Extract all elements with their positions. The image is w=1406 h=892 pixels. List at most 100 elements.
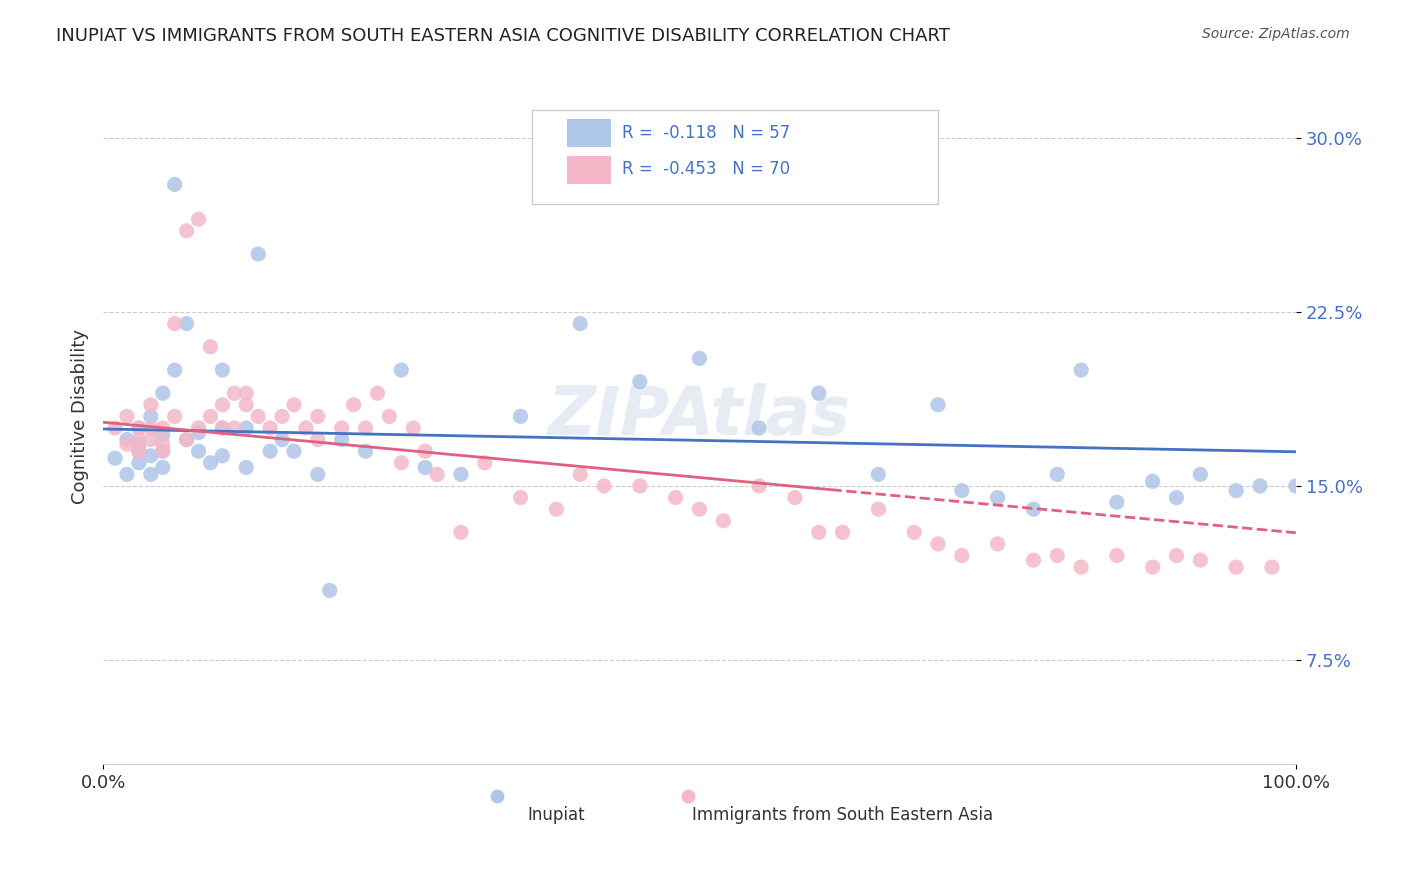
Point — [1070, 560, 1092, 574]
Point — [783, 491, 806, 505]
Point — [211, 363, 233, 377]
Point — [152, 428, 174, 442]
Point — [211, 421, 233, 435]
Point — [235, 421, 257, 435]
Point — [319, 583, 342, 598]
Point — [211, 398, 233, 412]
Point — [330, 433, 353, 447]
Point — [330, 421, 353, 435]
Text: INUPIAT VS IMMIGRANTS FROM SOUTH EASTERN ASIA COGNITIVE DISABILITY CORRELATION C: INUPIAT VS IMMIGRANTS FROM SOUTH EASTERN… — [56, 27, 950, 45]
Point — [593, 479, 616, 493]
Point — [413, 444, 436, 458]
Point — [128, 444, 150, 458]
Point — [354, 444, 377, 458]
Text: ZIPAtlas: ZIPAtlas — [548, 384, 851, 450]
Point — [176, 433, 198, 447]
Point — [389, 456, 412, 470]
Point — [868, 502, 890, 516]
Point — [200, 340, 222, 354]
Point — [927, 537, 949, 551]
Point — [950, 549, 973, 563]
Point — [176, 433, 198, 447]
Point — [665, 491, 688, 505]
Point — [235, 460, 257, 475]
Text: Source: ZipAtlas.com: Source: ZipAtlas.com — [1202, 27, 1350, 41]
Text: R =  -0.453   N = 70: R = -0.453 N = 70 — [621, 161, 790, 178]
Point — [187, 425, 209, 440]
Point — [1249, 479, 1271, 493]
Point — [115, 433, 138, 447]
Point — [450, 467, 472, 482]
Point — [224, 386, 246, 401]
Point — [115, 437, 138, 451]
Point — [413, 460, 436, 475]
Point — [152, 444, 174, 458]
Point — [688, 502, 710, 516]
Point — [139, 421, 162, 435]
Point — [378, 409, 401, 424]
Point — [1022, 502, 1045, 516]
Point — [628, 375, 651, 389]
Point — [1105, 549, 1128, 563]
Point — [1070, 363, 1092, 377]
Point — [128, 421, 150, 435]
Point — [1046, 549, 1069, 563]
Point — [224, 421, 246, 435]
Point — [139, 467, 162, 482]
Point — [259, 421, 281, 435]
Point — [307, 409, 329, 424]
Point — [628, 479, 651, 493]
Point — [176, 317, 198, 331]
Point — [987, 537, 1010, 551]
Point — [139, 398, 162, 412]
Point — [152, 460, 174, 475]
Point — [211, 421, 233, 435]
Point — [247, 247, 270, 261]
Point — [748, 421, 770, 435]
Point — [402, 421, 425, 435]
Point — [139, 409, 162, 424]
Point — [259, 444, 281, 458]
Point — [426, 467, 449, 482]
Point — [176, 224, 198, 238]
Point — [187, 421, 209, 435]
Point — [128, 444, 150, 458]
Point — [950, 483, 973, 498]
Point — [927, 398, 949, 412]
Point — [307, 467, 329, 482]
Point — [1189, 553, 1212, 567]
Point — [187, 444, 209, 458]
Point — [115, 467, 138, 482]
Point — [546, 502, 568, 516]
Point — [152, 386, 174, 401]
Point — [748, 479, 770, 493]
Point — [1166, 549, 1188, 563]
Point — [868, 467, 890, 482]
FancyBboxPatch shape — [533, 111, 938, 204]
Point — [450, 525, 472, 540]
Point — [1046, 467, 1069, 482]
FancyBboxPatch shape — [567, 156, 612, 184]
Text: R =  -0.118   N = 57: R = -0.118 N = 57 — [621, 123, 790, 142]
Point — [235, 398, 257, 412]
Point — [903, 525, 925, 540]
Point — [128, 433, 150, 447]
Point — [354, 421, 377, 435]
FancyBboxPatch shape — [567, 120, 612, 147]
Point — [152, 444, 174, 458]
Point — [104, 451, 127, 466]
Point — [509, 409, 531, 424]
Point — [1261, 560, 1284, 574]
Point — [271, 433, 294, 447]
Point — [235, 386, 257, 401]
Point — [1285, 479, 1308, 493]
Point — [104, 421, 127, 435]
Point — [163, 363, 186, 377]
Point — [187, 212, 209, 227]
Point — [283, 444, 305, 458]
Point — [831, 525, 853, 540]
Text: Immigrants from South Eastern Asia: Immigrants from South Eastern Asia — [692, 806, 993, 824]
Point — [807, 525, 830, 540]
Point — [569, 467, 592, 482]
Y-axis label: Cognitive Disability: Cognitive Disability — [72, 329, 89, 504]
